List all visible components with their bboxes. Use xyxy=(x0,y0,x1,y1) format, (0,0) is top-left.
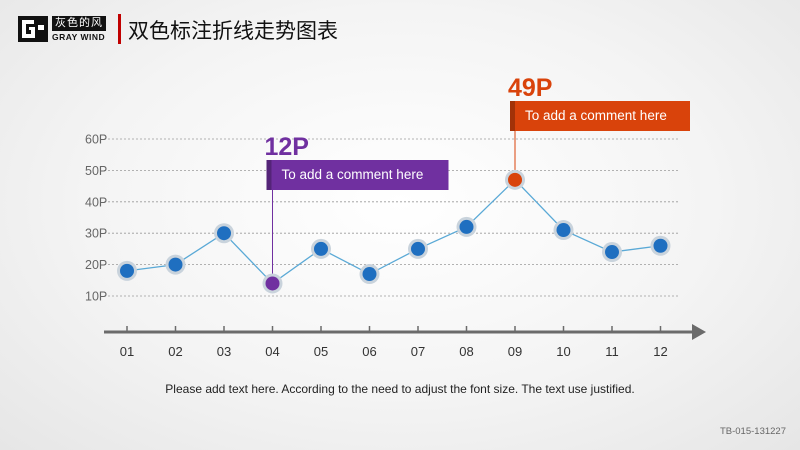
logo-chinese-text: 灰色的风 xyxy=(52,16,106,32)
annotation-box xyxy=(266,160,449,190)
data-point xyxy=(605,245,619,260)
chart-caption: Please add text here. According to the n… xyxy=(165,382,635,396)
x-axis-arrow-icon xyxy=(692,324,706,340)
data-point xyxy=(411,241,425,256)
annotation-value-label: 12P xyxy=(265,133,309,161)
data-point xyxy=(508,172,522,187)
y-tick-label: 60P xyxy=(85,133,107,147)
x-tick-label: 06 xyxy=(362,344,376,359)
x-tick-label: 08 xyxy=(459,344,473,359)
y-tick-label: 10P xyxy=(85,290,107,304)
annotation-box-tab xyxy=(266,160,272,190)
annotation-box xyxy=(510,101,690,131)
annotation-text: To add a comment here xyxy=(282,167,424,182)
annotation-box-tab xyxy=(510,101,515,131)
y-tick-label: 30P xyxy=(85,227,107,241)
data-point xyxy=(362,267,377,282)
data-point xyxy=(314,241,328,256)
page-title: 双色标注折线走势图表 xyxy=(128,19,338,43)
data-point xyxy=(459,219,474,234)
data-point xyxy=(265,276,280,291)
annotation-text: To add a comment here xyxy=(525,108,667,123)
x-tick-label: 11 xyxy=(605,344,619,359)
title-accent-bar xyxy=(118,14,121,44)
y-tick-label: 50P xyxy=(85,164,107,178)
x-tick-label: 04 xyxy=(265,344,279,359)
y-tick-label: 40P xyxy=(85,195,107,209)
y-tick-label: 20P xyxy=(85,258,107,272)
series-line xyxy=(126,178,661,285)
logo-mark-icon xyxy=(18,16,48,42)
annotation-value-label: 49P xyxy=(508,74,552,102)
x-tick-label: 01 xyxy=(120,344,134,359)
data-point xyxy=(217,226,231,241)
data-point xyxy=(653,238,668,253)
x-tick-label: 10 xyxy=(556,344,570,359)
data-point xyxy=(168,257,183,272)
brand-logo: 灰色的风 GRAY WIND xyxy=(18,16,106,42)
x-tick-label: 07 xyxy=(411,344,425,359)
x-tick-label: 05 xyxy=(314,344,328,359)
data-point xyxy=(556,223,571,238)
data-point xyxy=(120,263,134,278)
footer-code: TB-015-131227 xyxy=(719,426,786,437)
x-tick-label: 09 xyxy=(508,344,522,359)
x-tick-label: 02 xyxy=(168,344,182,359)
x-tick-label: 03 xyxy=(217,344,231,359)
x-tick-label: 12 xyxy=(653,344,667,359)
logo-english-text: GRAY WIND xyxy=(52,32,106,43)
